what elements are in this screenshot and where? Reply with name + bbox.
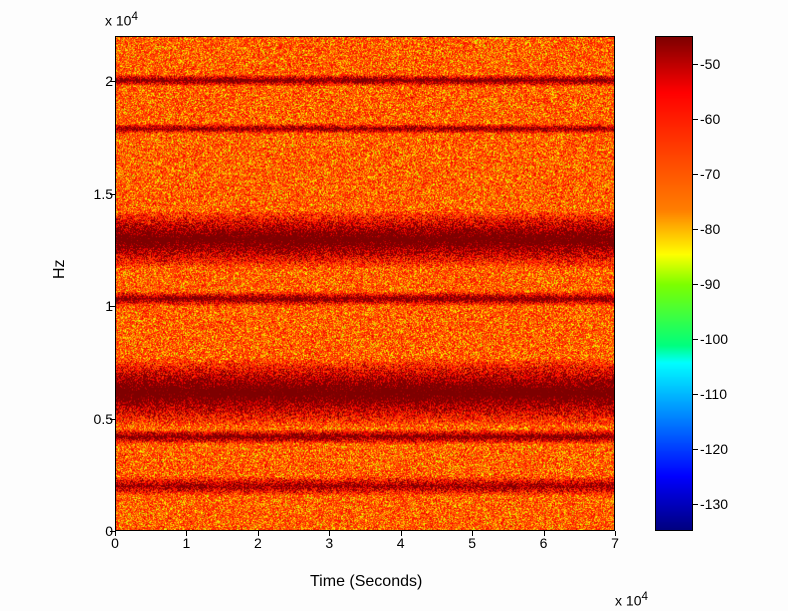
y-axis-label: Hz <box>51 259 69 279</box>
colorbar-tick-mark <box>693 394 698 395</box>
colorbar-tick-mark <box>693 339 698 340</box>
x-tick-mark <box>329 531 330 536</box>
x-tick-label: 2 <box>254 535 262 551</box>
colorbar-tick-mark <box>693 119 698 120</box>
x-tick-label: 6 <box>540 535 548 551</box>
x-tick-mark <box>401 531 402 536</box>
colorbar-tick-label: -80 <box>700 221 720 237</box>
colorbar-gradient <box>656 37 692 530</box>
colorbar-tick-label: -60 <box>700 111 720 127</box>
y-tick-mark <box>110 419 115 420</box>
colorbar-tick-label: -90 <box>700 276 720 292</box>
colorbar-tick-mark <box>693 174 698 175</box>
x-tick-mark <box>258 531 259 536</box>
x-axis-label: Time (Seconds) <box>310 573 422 591</box>
y-mult-base: x 10 <box>105 13 131 29</box>
colorbar-tick-mark <box>693 504 698 505</box>
y-tick-mark <box>110 306 115 307</box>
x-tick-mark <box>615 531 616 536</box>
y-tick-mark <box>110 194 115 195</box>
y-axis-multiplier: x 104 <box>105 10 138 29</box>
x-mult-base: x 10 <box>615 593 641 609</box>
colorbar-tick-mark <box>693 64 698 65</box>
x-tick-mark <box>472 531 473 536</box>
y-tick-mark <box>110 81 115 82</box>
x-axis-multiplier: x 104 <box>615 590 648 609</box>
x-tick-mark <box>186 531 187 536</box>
x-tick-label: 0 <box>111 535 119 551</box>
x-tick-mark <box>544 531 545 536</box>
colorbar <box>655 36 693 531</box>
x-tick-label: 7 <box>611 535 619 551</box>
spectrogram-plot-area <box>115 36 615 531</box>
colorbar-tick-label: -110 <box>700 386 727 402</box>
x-tick-label: 4 <box>397 535 405 551</box>
colorbar-tick-label: -50 <box>700 56 720 72</box>
x-mult-exp: 4 <box>642 590 648 603</box>
x-tick-label: 3 <box>325 535 333 551</box>
colorbar-tick-label: -120 <box>700 441 728 457</box>
spectrogram-heatmap <box>116 37 614 530</box>
x-tick-mark <box>115 531 116 536</box>
spectrogram-chart: x 104 Hz 00.511.52 01234567 Time (Second… <box>60 10 788 611</box>
colorbar-tick-label: -130 <box>700 496 728 512</box>
colorbar-tick-mark <box>693 449 698 450</box>
y-mult-exp: 4 <box>131 10 137 23</box>
colorbar-tick-mark <box>693 229 698 230</box>
x-tick-label: 1 <box>183 535 191 551</box>
x-tick-label: 5 <box>468 535 476 551</box>
colorbar-tick-label: -70 <box>700 166 720 182</box>
colorbar-tick-mark <box>693 284 698 285</box>
colorbar-tick-label: -100 <box>700 331 728 347</box>
